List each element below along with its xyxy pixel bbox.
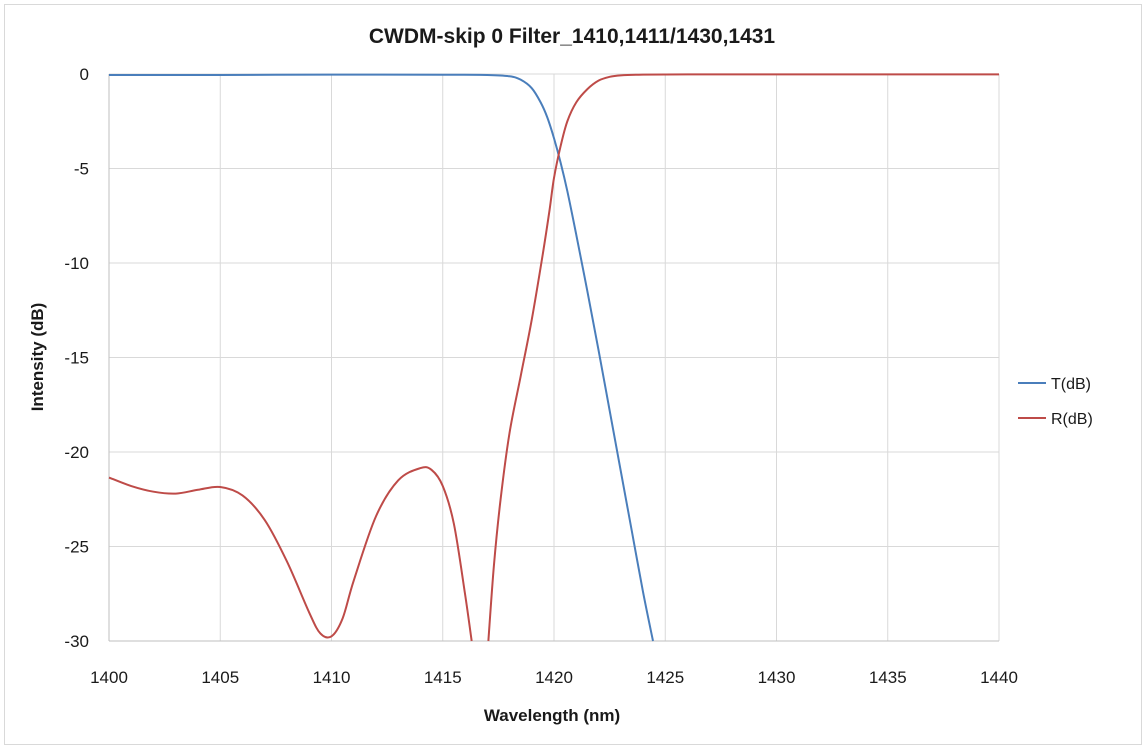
series-layer — [108, 73, 999, 642]
y-tick-label: -15 — [64, 349, 89, 368]
x-tick-label: 1420 — [535, 668, 573, 687]
y-tick-label: -25 — [64, 538, 89, 557]
x-tick-label: 1440 — [980, 668, 1018, 687]
legend-label: T(dB) — [1051, 376, 1091, 393]
y-tick-label: 0 — [80, 65, 89, 84]
x-tick-label: 1405 — [201, 668, 239, 687]
x-tick-label: 1400 — [90, 668, 128, 687]
y-tick-label: -20 — [64, 443, 89, 462]
series-line-r-db — [108, 466, 473, 642]
y-axis-title: Intensity (dB) — [28, 303, 47, 412]
x-tick-label: 1435 — [869, 668, 907, 687]
x-tick-label: 1430 — [758, 668, 796, 687]
axis-layer — [108, 74, 999, 642]
chart-title: CWDM-skip 0 Filter_1410,1411/1430,1431 — [369, 25, 776, 48]
y-tick-label: -10 — [64, 254, 89, 273]
x-tick-label: 1425 — [646, 668, 684, 687]
series-line-r-db — [487, 73, 999, 642]
y-tick-label: -30 — [64, 632, 89, 651]
x-tick-label: 1415 — [424, 668, 462, 687]
series-line-t-db — [108, 73, 654, 642]
grid-layer — [109, 73, 1000, 641]
legend: T(dB) R(dB) — [1018, 376, 1093, 428]
chart-frame — [4, 4, 1142, 745]
x-tick-label: 1410 — [313, 668, 351, 687]
y-tick-label: -5 — [74, 160, 89, 179]
legend-label: R(dB) — [1051, 411, 1093, 428]
x-axis-title: Wavelength (nm) — [484, 706, 620, 725]
